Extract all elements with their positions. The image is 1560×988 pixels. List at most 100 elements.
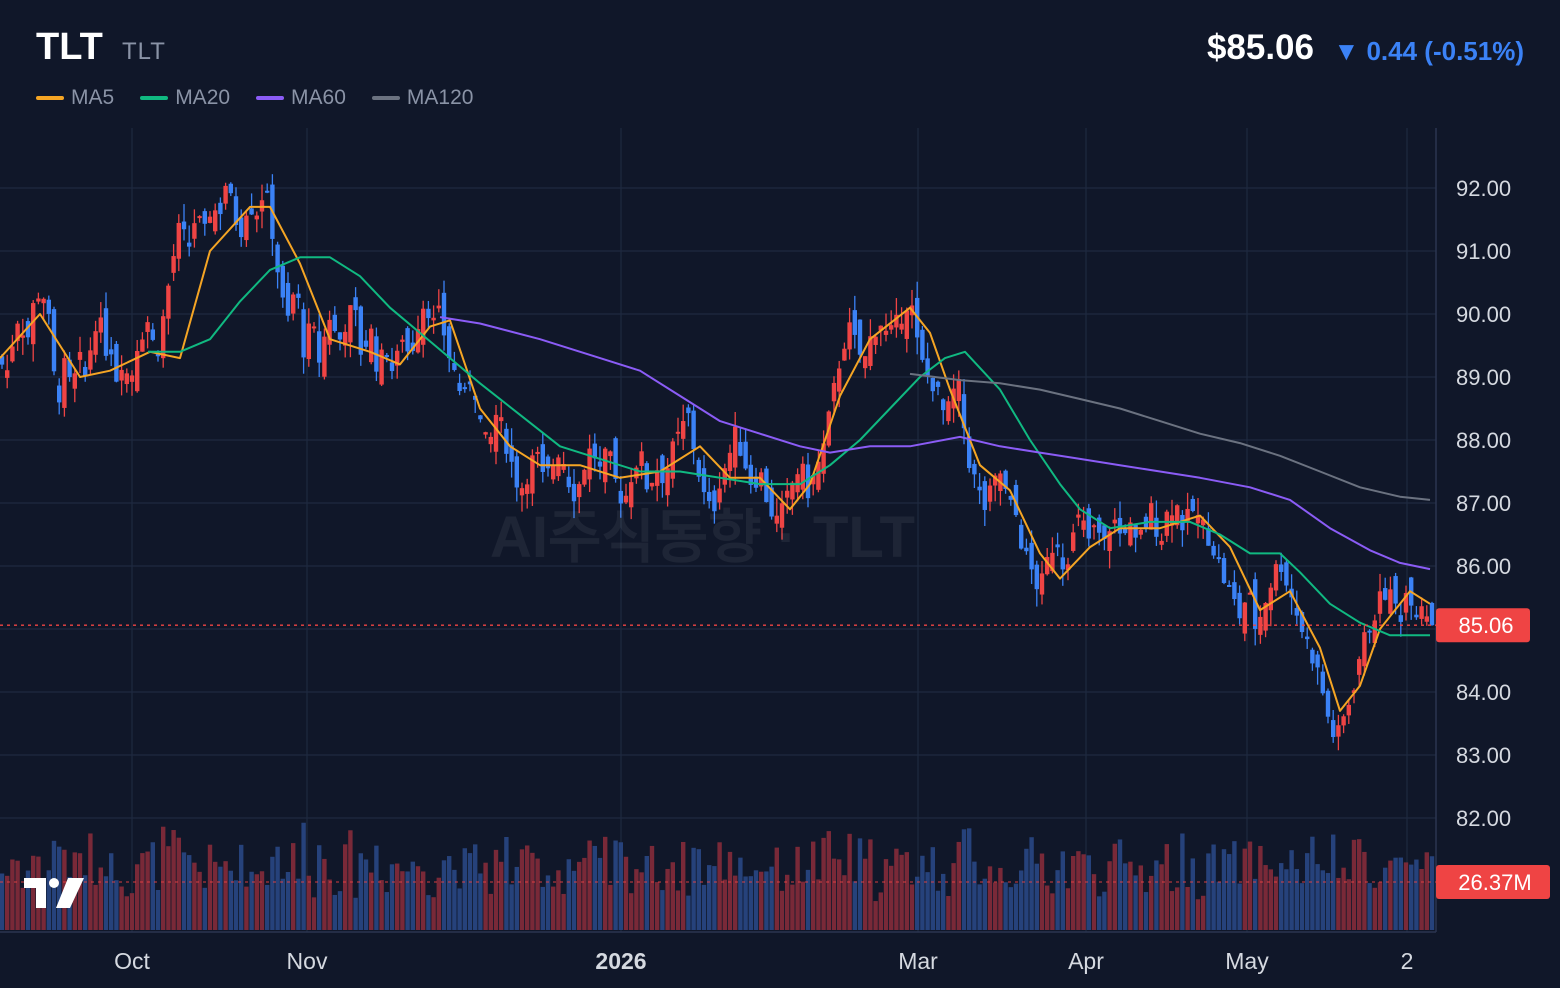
candle-body	[790, 482, 795, 500]
volume-bar	[998, 867, 1003, 930]
volume-bar	[431, 897, 436, 930]
candle-body	[62, 358, 67, 408]
legend-ma60[interactable]: MA60	[256, 86, 346, 110]
volume-bar	[1107, 861, 1112, 930]
volume-bar	[556, 870, 561, 930]
candle-body	[389, 362, 395, 372]
candle-body	[946, 401, 951, 422]
volume-bar	[1351, 839, 1357, 930]
volume-bar	[119, 886, 124, 930]
x-tick-label: 2	[1401, 948, 1414, 974]
candle-body	[1060, 557, 1065, 570]
candle-body	[244, 215, 249, 241]
candle-body	[478, 415, 483, 420]
volume-bar	[909, 884, 915, 930]
volume-bar	[1258, 845, 1263, 930]
candle-body	[1315, 654, 1320, 668]
ma-line-ma120	[909, 372, 1431, 501]
candle-body	[1403, 593, 1409, 613]
candle-body	[696, 459, 701, 477]
candle-body	[712, 490, 717, 512]
volume-bar	[1393, 857, 1398, 930]
candle-body	[98, 317, 103, 333]
candle-body	[1149, 503, 1154, 530]
volume-bar	[5, 875, 10, 930]
volume-bar	[462, 848, 467, 930]
volume-bar	[1398, 857, 1403, 930]
legend-ma5[interactable]: MA5	[36, 86, 114, 110]
volume-bar	[77, 853, 83, 930]
candle-body	[1164, 511, 1169, 536]
candle-body	[540, 444, 545, 472]
volume-bar	[987, 866, 993, 930]
volume-bar	[363, 859, 369, 930]
candle-body	[296, 293, 301, 298]
volume-bar	[701, 884, 707, 930]
legend-ma120[interactable]: MA120	[371, 86, 473, 110]
candle-body	[83, 366, 88, 376]
volume-bar	[1263, 865, 1268, 930]
volume-bar	[343, 844, 348, 930]
candle-body	[779, 503, 785, 528]
volume-bar	[1279, 863, 1284, 930]
candle-body	[103, 308, 109, 356]
candle-body	[25, 321, 31, 338]
volume-bar	[197, 871, 202, 930]
candle-body	[748, 464, 753, 485]
candle-body	[1206, 528, 1211, 546]
x-tick-label: Nov	[287, 948, 328, 974]
volume-bar	[1071, 855, 1076, 930]
volume-bar	[655, 882, 660, 930]
candle-body	[1169, 515, 1175, 526]
candle-body	[545, 456, 551, 469]
candle-body	[431, 317, 436, 321]
candle-body	[1055, 544, 1060, 548]
candle-body	[1133, 524, 1138, 538]
candle-body	[1091, 525, 1097, 528]
candle-body	[384, 354, 389, 357]
volume-bar	[904, 852, 909, 930]
candle-body	[1086, 508, 1091, 539]
volume-bar	[410, 861, 415, 930]
volume-bar	[1133, 875, 1138, 930]
candle-body	[1050, 552, 1055, 572]
volume-bar	[348, 830, 353, 930]
candle-body	[119, 369, 124, 381]
candle-body	[254, 215, 259, 220]
candle-body	[1227, 584, 1232, 587]
candle-body	[1268, 587, 1273, 611]
volume-bar	[915, 876, 920, 930]
volume-bar	[993, 882, 998, 930]
volume-bar	[738, 857, 743, 930]
candle-body	[935, 381, 941, 387]
x-tick-label: 2026	[595, 948, 646, 974]
candle-body	[327, 319, 332, 345]
volume-bar	[1268, 869, 1273, 930]
candle-body	[837, 368, 842, 392]
candle-body	[77, 351, 83, 360]
candle-body	[717, 488, 722, 503]
symbol-subtitle: TLT	[122, 38, 166, 65]
candle-body	[93, 331, 98, 355]
candle-body	[1128, 522, 1133, 546]
candle-body	[249, 208, 254, 215]
volume-bar	[244, 886, 249, 930]
candle-body	[426, 308, 431, 319]
volume-bar	[306, 875, 311, 930]
volume-bar	[790, 884, 795, 930]
legend-ma20[interactable]: MA20	[140, 86, 230, 110]
volume-bar	[488, 893, 493, 930]
y-tick-label: 92.00	[1456, 176, 1511, 201]
volume-bar	[327, 879, 332, 930]
candle-body	[1221, 558, 1227, 583]
candle-body	[1008, 495, 1013, 500]
volume-bar	[228, 870, 233, 930]
volume-bar	[150, 842, 155, 930]
volume-bar	[166, 846, 171, 930]
candle-body	[743, 441, 748, 469]
volume-bar	[977, 884, 982, 930]
volume-bar	[743, 876, 748, 930]
candle-body	[878, 325, 883, 331]
candle-body	[821, 443, 826, 474]
